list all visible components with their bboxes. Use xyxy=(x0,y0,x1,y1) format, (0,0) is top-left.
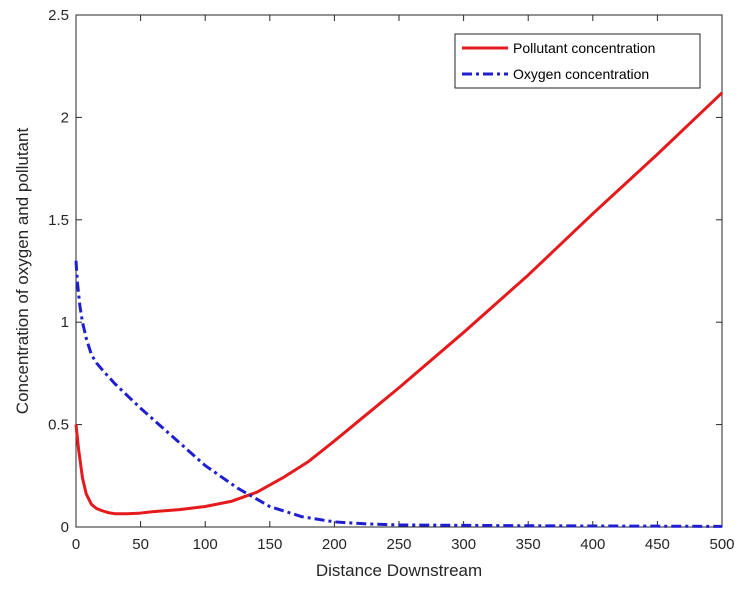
y-axis-title: Concentration of oxygen and pollutant xyxy=(13,128,32,415)
legend-box xyxy=(454,33,701,89)
x-tick-label: 400 xyxy=(580,536,605,553)
x-tick-label: 350 xyxy=(516,536,541,553)
x-tick-label: 100 xyxy=(193,536,218,553)
x-tick-label: 200 xyxy=(322,536,347,553)
legend-label-oxygen: Oxygen concentration xyxy=(513,66,649,82)
plot-area xyxy=(75,14,723,528)
x-axis-title: Distance Downstream xyxy=(316,561,482,580)
series-line-oxygen xyxy=(74,260,723,528)
y-tick-label: 2.5 xyxy=(48,7,69,24)
legend: Pollutant concentration Oxygen concentra… xyxy=(454,33,701,89)
x-tick-label: 500 xyxy=(709,536,734,553)
y-tick-label: 0 xyxy=(61,519,69,536)
y-tick-label: 1 xyxy=(61,314,69,331)
y-tick-label: 0.5 xyxy=(48,417,69,434)
x-tick-label: 150 xyxy=(257,536,282,553)
ticks-layer: 0 50 100 150 200 250 300 350 400 450 500 0 0.5 1 1.5 2 2… xyxy=(48,7,734,553)
y-tick-label: 1.5 xyxy=(48,212,69,229)
x-tick-label: 450 xyxy=(645,536,670,553)
x-tick-label: 250 xyxy=(386,536,411,553)
legend-label-pollutant: Pollutant concentration xyxy=(513,40,655,56)
series-line-pollutant xyxy=(74,91,724,516)
series-layer xyxy=(74,91,724,528)
x-tick-label: 0 xyxy=(72,536,80,553)
y-tick-label: 2 xyxy=(61,109,69,126)
x-tick-label: 300 xyxy=(451,536,476,553)
x-tick-label: 50 xyxy=(132,536,149,553)
